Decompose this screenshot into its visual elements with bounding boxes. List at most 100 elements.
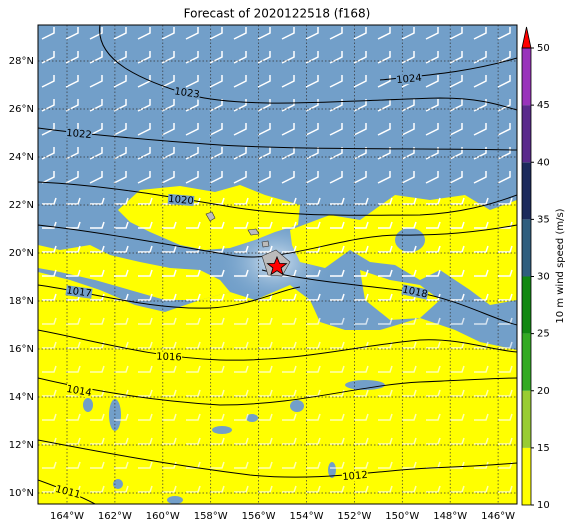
wind-barb [282, 389, 297, 397]
wind-barb [282, 221, 297, 229]
wind-barb [65, 75, 79, 88]
wind-barb [330, 365, 345, 373]
wind-barb [210, 221, 225, 229]
wind-barb [498, 485, 513, 493]
wind-barb [474, 485, 489, 493]
wind-barb [138, 293, 153, 301]
wind-barb [498, 197, 513, 205]
wind-barb [330, 245, 345, 253]
wind-barb [329, 171, 343, 184]
wind-barb [234, 437, 249, 445]
colorbar-segment [522, 390, 531, 448]
wind-barb [66, 269, 81, 277]
lon-label: 154°W [290, 511, 324, 522]
wind-barb [90, 317, 105, 325]
wind-barb [473, 51, 487, 64]
wind-barb [281, 147, 295, 160]
wind-barb [66, 221, 81, 229]
contours [38, 25, 517, 504]
wind-barb [90, 461, 105, 469]
wind-barb [233, 75, 247, 88]
wind-barb [89, 27, 103, 40]
wind-barb [42, 413, 57, 421]
wind-barb [378, 437, 393, 445]
wind-barb [378, 197, 393, 205]
wind-barb [210, 293, 225, 301]
wind-barb [258, 413, 273, 421]
wind-barb [377, 171, 391, 184]
wind-barb [377, 75, 391, 88]
wind-barb [330, 437, 345, 445]
wind-barb [137, 51, 151, 64]
wind-barb [210, 269, 225, 277]
lat-label: 14°N [9, 392, 34, 403]
wind-barb [258, 365, 273, 373]
wind-barb [305, 147, 319, 160]
wind-barb [89, 171, 103, 184]
wind-barb [402, 341, 417, 349]
wind-barb [305, 75, 319, 88]
wind-barb [281, 99, 295, 112]
wind-barb [138, 341, 153, 349]
wind-barb [474, 341, 489, 349]
wind-barb [162, 437, 177, 445]
wind-barb [306, 413, 321, 421]
wind-barb [42, 293, 57, 301]
contour-label-bg [341, 469, 369, 483]
wind-barb [426, 437, 441, 445]
lat-label: 12°N [9, 440, 34, 451]
wind-barb [306, 221, 321, 229]
wind-barb [450, 245, 465, 253]
wind-barbs [41, 27, 513, 493]
wind-barb [474, 197, 489, 205]
wind-barb [90, 389, 105, 397]
wind-barb [329, 51, 343, 64]
colorbar-tick-label: 25 [537, 329, 550, 340]
wind-barb [138, 413, 153, 421]
wind-barb [113, 123, 127, 136]
wind-barb [186, 269, 201, 277]
wind-barb [450, 365, 465, 373]
wind-barb [378, 365, 393, 373]
wind-barb [210, 341, 225, 349]
wind-barb [162, 341, 177, 349]
wind-barb [90, 437, 105, 445]
wind-barb [402, 197, 417, 205]
wind-barb [114, 245, 129, 253]
colorbar-label: 10 m wind speed (m/s) [555, 208, 566, 323]
wind-barb [162, 485, 177, 493]
wind-barb [258, 221, 273, 229]
contour-label: 1023 [174, 86, 201, 100]
wind-barb [161, 147, 175, 160]
wind-barb [474, 269, 489, 277]
wind-barb [330, 293, 345, 301]
contour-label: 1014 [65, 384, 92, 399]
wind-barb [258, 437, 273, 445]
wind-barb [354, 197, 369, 205]
wind-barb [353, 171, 367, 184]
wind-barb [426, 389, 441, 397]
wind-barb [282, 293, 297, 301]
wind-barb [186, 437, 201, 445]
wind-barb [162, 413, 177, 421]
wind-barb [233, 27, 247, 40]
wind-barb [282, 197, 297, 205]
lon-label: 148°W [433, 511, 467, 522]
wind-barb [329, 75, 343, 88]
wind-barb [306, 245, 321, 253]
wind-barb [209, 75, 223, 88]
colorbar-segment [522, 276, 531, 334]
wind-barb [426, 341, 441, 349]
wind-barb [474, 413, 489, 421]
colorbar-tick-label: 50 [537, 43, 550, 54]
wind-barb [377, 27, 391, 40]
wind-barb [450, 437, 465, 445]
wind-barb [90, 413, 105, 421]
wind-barb [498, 269, 513, 277]
wind-barb [354, 485, 369, 493]
wind-barb [185, 75, 199, 88]
wind-barb [305, 51, 319, 64]
wind-barb [426, 245, 441, 253]
wind-barb [401, 123, 415, 136]
wind-barb [402, 365, 417, 373]
